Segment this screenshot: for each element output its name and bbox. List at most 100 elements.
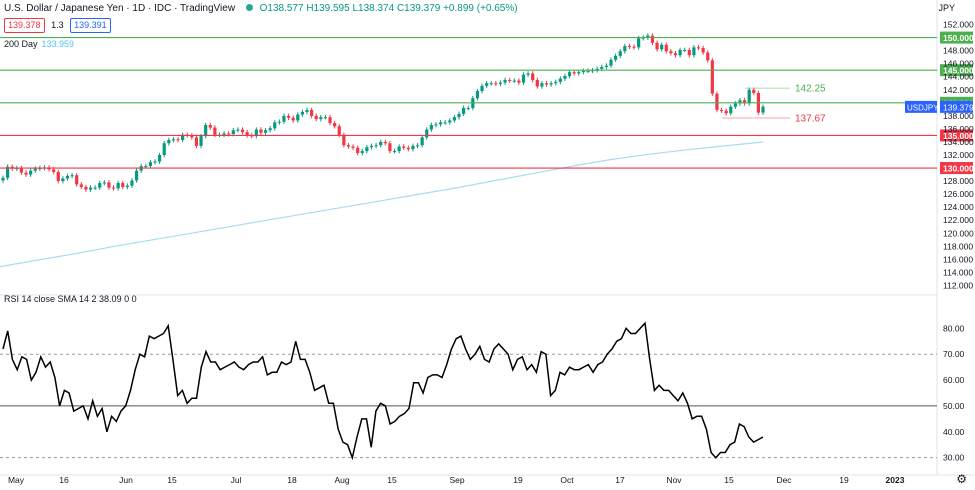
level-tag-0: 150.000 bbox=[943, 33, 974, 43]
ma-value: 133.959 bbox=[41, 39, 75, 49]
candle-body bbox=[277, 121, 281, 123]
sell-button[interactable]: 139.378 bbox=[4, 18, 45, 33]
price-tick-label: 118.000 bbox=[943, 241, 973, 251]
time-tick-label: 19 bbox=[839, 475, 849, 485]
candle-body bbox=[572, 72, 576, 74]
candle-body bbox=[33, 168, 37, 171]
candle-body bbox=[512, 80, 516, 82]
ma-label-text: 200 Day bbox=[4, 39, 38, 49]
time-tick-label: Oct bbox=[560, 475, 574, 485]
currency-label[interactable]: JPY bbox=[938, 3, 955, 13]
annotation-label-0: 142.25 bbox=[795, 84, 826, 95]
candle-body bbox=[595, 68, 599, 71]
candle-body bbox=[351, 146, 355, 148]
settings-gear-icon[interactable]: ⚙ bbox=[956, 472, 967, 486]
candle-body bbox=[383, 141, 387, 144]
candle-body bbox=[752, 89, 756, 94]
price-tick-label: 144.000 bbox=[943, 72, 974, 82]
candle-body bbox=[158, 155, 162, 162]
candle-body bbox=[425, 129, 429, 138]
spread-value: 1.3 bbox=[51, 20, 64, 30]
ma-legend[interactable]: 200 Day 133.959 bbox=[4, 39, 74, 49]
candle-body bbox=[75, 175, 79, 185]
time-tick-label: 18 bbox=[287, 475, 297, 485]
time-tick-label: Sep bbox=[449, 475, 464, 485]
time-tick-label: 15 bbox=[724, 475, 734, 485]
trade-buttons: 139.378 1.3 139.391 bbox=[4, 18, 111, 33]
time-tick-label: Nov bbox=[666, 475, 682, 485]
time-tick-label: 16 bbox=[59, 475, 69, 485]
candle-body bbox=[144, 166, 148, 168]
candle-body bbox=[88, 187, 93, 190]
candle-body bbox=[724, 110, 728, 114]
candle-body bbox=[715, 93, 719, 110]
candle-body bbox=[263, 130, 268, 133]
candle-body bbox=[429, 124, 433, 130]
candle-body bbox=[208, 124, 212, 128]
candle-body bbox=[406, 147, 410, 150]
candle-body bbox=[623, 46, 627, 52]
level-tag-bg-4 bbox=[940, 162, 973, 175]
candle-body bbox=[498, 82, 503, 84]
candle-body bbox=[604, 65, 608, 67]
candle-body bbox=[153, 161, 157, 163]
candle-body bbox=[508, 79, 512, 81]
candle-body bbox=[540, 83, 544, 87]
price-tick-label: 122.000 bbox=[943, 215, 974, 225]
candle-body bbox=[268, 128, 272, 131]
rsi-tick-label: 30.00 bbox=[943, 453, 965, 463]
price-tick-label: 136.000 bbox=[943, 124, 974, 134]
candle-body bbox=[742, 100, 747, 104]
candle-body bbox=[93, 187, 97, 189]
candle-body bbox=[24, 172, 28, 175]
candle-body bbox=[489, 83, 493, 85]
candle-body bbox=[443, 122, 447, 124]
ohlc-values: O138.577 H139.595 L138.374 C139.379 +0.8… bbox=[259, 3, 518, 14]
price-tick-label: 116.000 bbox=[943, 254, 973, 264]
candle-body bbox=[190, 135, 194, 138]
candle-body bbox=[319, 117, 323, 120]
price-tick-label: 124.000 bbox=[943, 202, 974, 212]
candle-body bbox=[79, 184, 83, 187]
buy-button[interactable]: 139.391 bbox=[70, 18, 111, 33]
candle-body bbox=[125, 185, 129, 187]
candle-body bbox=[236, 129, 240, 131]
candle-body bbox=[618, 51, 622, 56]
candle-body bbox=[296, 114, 300, 121]
candle-body bbox=[678, 49, 682, 56]
candle-body bbox=[19, 168, 24, 173]
candle-body bbox=[544, 83, 549, 85]
candle-body bbox=[415, 145, 420, 147]
candle-body bbox=[549, 83, 553, 85]
candle-body bbox=[664, 44, 668, 52]
candle-body bbox=[475, 91, 480, 99]
candle-body bbox=[402, 146, 406, 148]
candle-body bbox=[65, 175, 70, 179]
candle-body bbox=[706, 52, 710, 61]
candle-body bbox=[586, 70, 590, 72]
candle-body bbox=[1, 177, 5, 181]
rsi-tick-label: 60.00 bbox=[943, 375, 965, 385]
candle-body bbox=[480, 85, 484, 92]
candle-body bbox=[526, 73, 530, 75]
candle-body bbox=[360, 151, 364, 154]
rsi-tick-label: 40.00 bbox=[943, 427, 965, 437]
candle-body bbox=[420, 137, 424, 146]
candle-body bbox=[379, 141, 383, 146]
candle-body bbox=[655, 42, 659, 50]
time-tick-label: May bbox=[8, 475, 25, 485]
candle-body bbox=[558, 78, 562, 82]
level-tag-bg-1 bbox=[940, 64, 973, 77]
candle-body bbox=[563, 76, 567, 79]
time-tick-label: 15 bbox=[387, 475, 397, 485]
candle-body bbox=[733, 103, 737, 107]
ma200-line bbox=[0, 141, 764, 268]
candle-body bbox=[56, 171, 60, 182]
price-tick-label: 132.000 bbox=[943, 150, 974, 160]
price-tick-label: 114.000 bbox=[943, 267, 973, 277]
rsi-legend[interactable]: RSI 14 close SMA 14 2 38.09 0 0 bbox=[4, 294, 137, 304]
candle-body bbox=[107, 182, 111, 188]
candle-body bbox=[342, 134, 346, 146]
price-tick-label: 112.000 bbox=[943, 280, 973, 290]
